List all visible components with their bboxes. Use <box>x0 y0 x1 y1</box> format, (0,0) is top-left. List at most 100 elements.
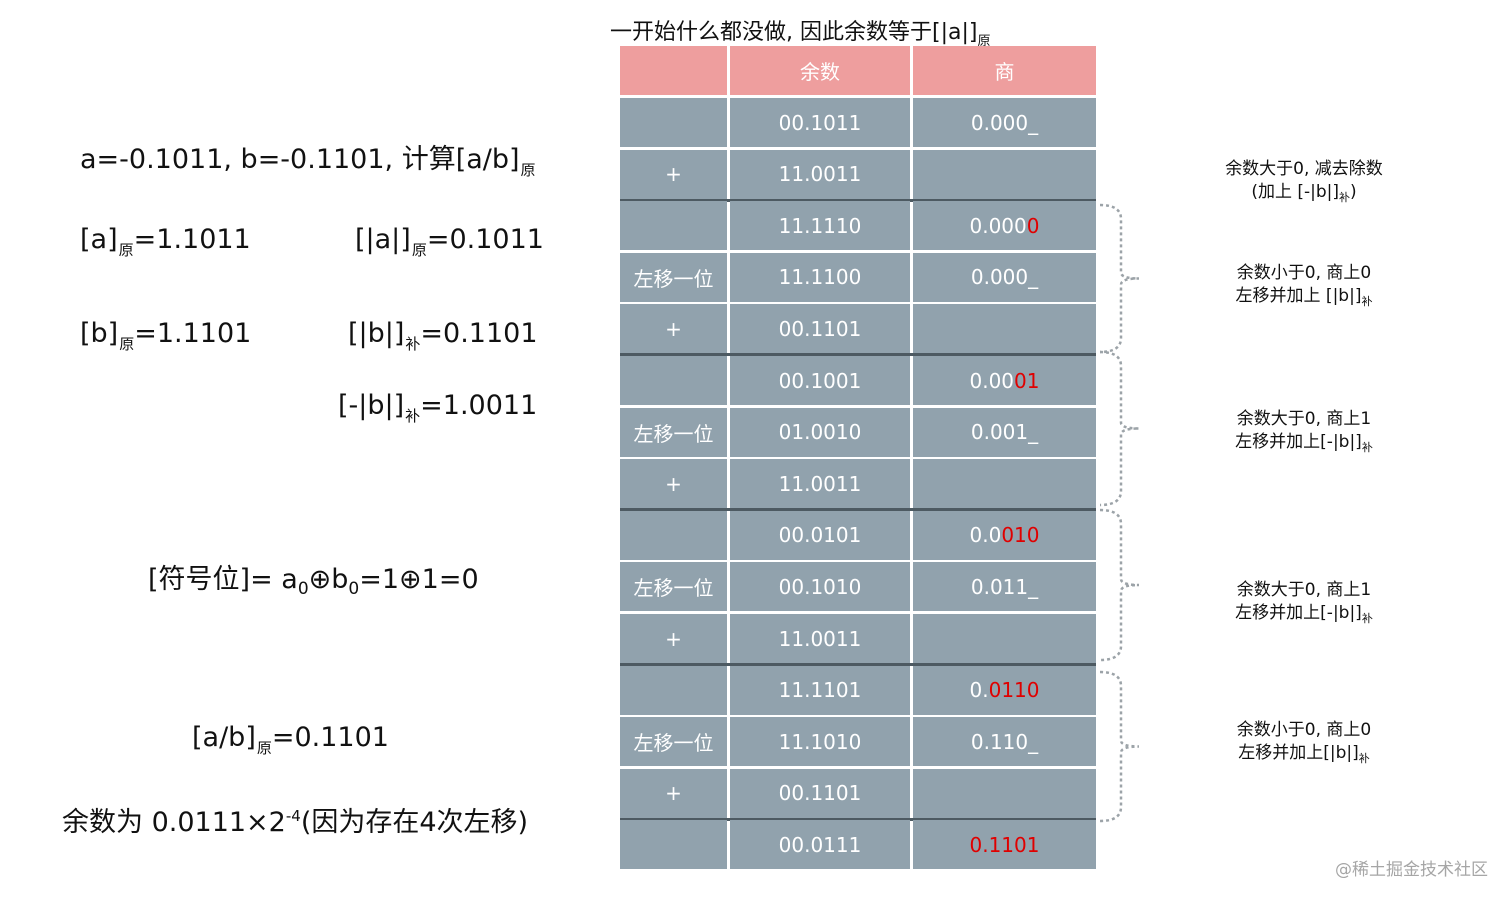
sum-separator <box>620 198 1096 202</box>
remainder-cell: 00.1010 <box>730 562 910 612</box>
op-cell: + <box>620 149 727 199</box>
sum-separator <box>620 508 1096 512</box>
quotient-digits: 0.110_ <box>970 729 1039 754</box>
note-line: 左移并加上[-|b|]补 <box>1184 602 1424 626</box>
op-cell: + <box>620 304 727 354</box>
header-remainder: 余数 <box>730 46 910 95</box>
quotient-cell: 0.001_ <box>913 407 1096 457</box>
op-cell: 左移一位 <box>620 562 727 612</box>
note-subscript: 补 <box>1361 441 1373 454</box>
note-line: 余数小于0, 商上0 <box>1236 720 1372 740</box>
step-note: 余数小于0, 商上0 左移并加上[|b|]补 <box>1184 719 1424 766</box>
op-cell: 左移一位 <box>620 717 727 767</box>
op-cell <box>620 820 727 870</box>
op-cell: 左移一位 <box>620 252 727 302</box>
quotient-cell <box>913 768 1096 818</box>
note-line: 余数大于0, 商上1 <box>1236 580 1372 600</box>
op-cell: 左移一位 <box>620 407 727 457</box>
quotient-new-digits: 010 <box>1001 523 1040 548</box>
quotient-new-digits: 01 <box>1014 368 1040 393</box>
remainder-cell: 11.0011 <box>730 149 910 199</box>
curly-bracket <box>1099 508 1140 662</box>
table-row: 左移一位 01.0010 0.001_ <box>620 407 1096 457</box>
top-title: 一开始什么都没做, 因此余数等于[|a|]原 <box>610 20 991 49</box>
header-op <box>620 46 727 95</box>
table-row: 00.1001 0.00 01 <box>620 356 1096 405</box>
quotient-digits: 0.000_ <box>970 265 1039 290</box>
note-subscript: 补 <box>1358 752 1370 765</box>
step-note: 余数小于0, 商上0 左移并加上 [|b|]补 <box>1184 262 1424 309</box>
curly-bracket <box>1099 350 1140 507</box>
op-cell: + <box>620 614 727 663</box>
sum-separator <box>620 353 1096 357</box>
remainder-cell: 00.1001 <box>730 356 910 405</box>
note-subscript: 补 <box>1339 191 1351 204</box>
abs-b-complement: [|b|]补=0.1101 <box>348 318 538 353</box>
quotient-digits: 0.000_ <box>970 110 1039 135</box>
table-row: +00.1101 <box>620 768 1096 818</box>
quotient-cell: 0.000 0 <box>913 201 1096 251</box>
remainder-cell: 11.1110 <box>730 201 910 251</box>
table-header-row: 余数 商 <box>620 46 1096 95</box>
quotient-cell <box>913 304 1096 354</box>
note-subscript: 补 <box>1361 295 1373 308</box>
table-row: 左移一位 11.1010 0.110_ <box>620 717 1096 767</box>
table-row: 11.1110 0.000 0 <box>620 201 1096 251</box>
quotient-cell <box>913 149 1096 199</box>
quotient-digits: 0.001_ <box>970 420 1039 445</box>
note-text: 左移并加上[-|b|] <box>1235 432 1362 452</box>
quotient-digits: 0.000 <box>969 213 1027 238</box>
quotient-digits: 0.011_ <box>970 574 1039 599</box>
remainder-cell: 00.0111 <box>730 820 910 870</box>
quotient-new-digits: 0.1101 <box>969 832 1040 857</box>
remainder-cell: 00.1101 <box>730 304 910 354</box>
abs-a-original-code: [|a|]原=0.1011 <box>355 224 544 259</box>
remainder-cell: 11.1101 <box>730 665 910 715</box>
note-text: ) <box>1350 182 1357 202</box>
table-row: 左移一位 11.1100 0.000_ <box>620 252 1096 302</box>
quotient-digits: 0.00 <box>969 368 1015 393</box>
note-line: (加上 [-|b|]补) <box>1184 181 1424 205</box>
problem-statement: a=-0.1011, b=-0.1101, 计算[a/b]原 <box>80 144 536 179</box>
note-text: 左移并加上 [|b|] <box>1235 286 1362 306</box>
op-cell <box>620 356 727 405</box>
curly-bracket <box>1099 670 1140 823</box>
sum-separator <box>620 817 1096 821</box>
table-row: 00.0101 0.0 010 <box>620 510 1096 560</box>
remainder-result: 余数为 0.0111×2-4(因为存在4次左移) <box>62 807 529 838</box>
note-line: 左移并加上 [|b|]补 <box>1184 285 1424 309</box>
step-note: 余数大于0, 商上1 左移并加上[-|b|]补 <box>1184 579 1424 626</box>
remainder-cell: 00.1101 <box>730 768 910 818</box>
remainder-cell: 11.0011 <box>730 614 910 663</box>
sign-bit-formula: [符号位]= a0⊕b0=1⊕1=0 <box>148 564 479 599</box>
note-text: 左移并加上[-|b|] <box>1235 603 1362 623</box>
table-row: 00.1011 0.000_ <box>620 98 1096 147</box>
quotient-cell <box>913 614 1096 663</box>
watermark: @稀土掘金技术社区 <box>1335 860 1488 880</box>
sum-separator <box>620 663 1096 666</box>
step-note: 余数大于0, 商上1 左移并加上[-|b|]补 <box>1184 408 1424 455</box>
quotient-cell: 0.000_ <box>913 98 1096 147</box>
note-line: 左移并加上[-|b|]补 <box>1184 431 1424 455</box>
note-line: 余数小于0, 商上0 <box>1236 263 1372 283</box>
op-cell <box>620 665 727 715</box>
header-quotient: 商 <box>913 46 1096 95</box>
op-cell <box>620 98 727 147</box>
remainder-cell: 01.0010 <box>730 407 910 457</box>
quotient-cell: 0.0 010 <box>913 510 1096 560</box>
note-line: 余数大于0, 减去除数 <box>1225 159 1383 179</box>
remainder-cell: 00.1011 <box>730 98 910 147</box>
b-original-code: [b]原=1.1101 <box>80 318 252 353</box>
table-row: +00.1101 <box>620 304 1096 354</box>
quotient-cell: 0.011_ <box>913 562 1096 612</box>
quotient-cell: 0.110_ <box>913 717 1096 767</box>
quotient-digits: 0.0 <box>969 523 1002 548</box>
curly-bracket <box>1099 203 1140 354</box>
table-row: +11.0011 <box>620 459 1096 509</box>
quotient-cell: 0.000_ <box>913 252 1096 302</box>
table-row: 00.0111 0.1101 <box>620 820 1096 870</box>
step-note: 余数大于0, 减去除数 (加上 [-|b|]补) <box>1184 158 1424 205</box>
op-cell: + <box>620 459 727 509</box>
a-original-code: [a]原=1.1011 <box>80 224 251 259</box>
remainder-cell: 11.1100 <box>730 252 910 302</box>
